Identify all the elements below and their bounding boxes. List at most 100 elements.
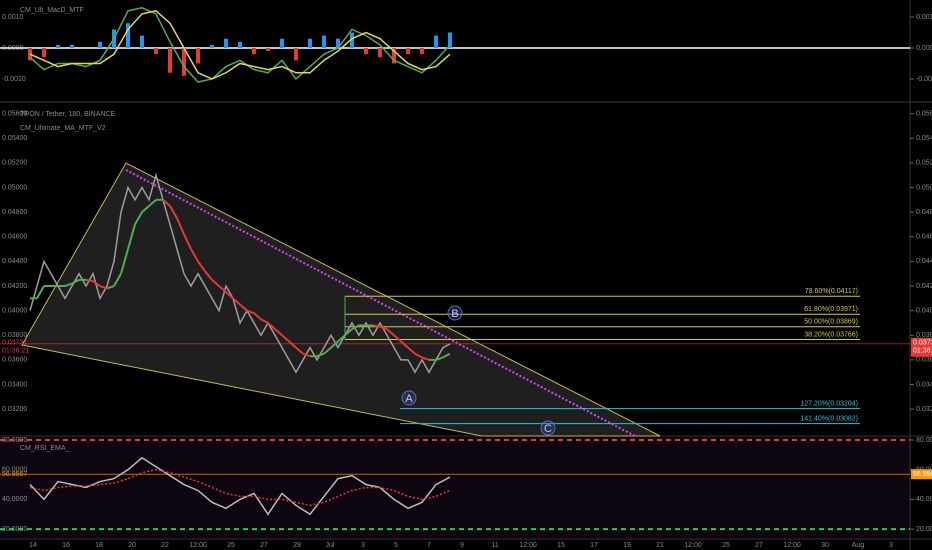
histogram-bar: [378, 47, 382, 58]
y-tick-label-left: 0.03400: [2, 381, 27, 388]
y-tick-label-left: 40.0000: [2, 496, 27, 503]
y-tick-label: 0.04200: [916, 283, 932, 290]
ma-segment: [253, 312, 262, 321]
last-price-box: [911, 337, 932, 357]
ma-segment: [239, 303, 248, 312]
countdown: 01:36:21: [913, 348, 932, 355]
ma-segment: [386, 328, 395, 337]
price-subtitle: CM_Ultimate_MA_MTF_V2: [20, 125, 106, 132]
y-tick-label-left: 80.0000: [2, 437, 27, 444]
y-tick-label: 0.0010: [916, 14, 932, 21]
y-tick-label-left: 0.03600: [2, 357, 27, 364]
fib-label: 141.40%(0.03082): [800, 416, 858, 423]
ma-segment: [183, 233, 192, 250]
series-line: [29, 6, 451, 83]
ma-segment: [204, 270, 213, 281]
series-line: [29, 172, 451, 374]
time-label: 12:00: [684, 542, 702, 549]
ma-segment: [141, 205, 150, 213]
ma-segment: [162, 199, 171, 207]
y-tick-label-left: 0.04800: [2, 209, 27, 216]
rsi-title: CM_RSI_EMA_: [20, 445, 70, 452]
histogram-bar: [420, 47, 424, 55]
time-label: 9: [460, 542, 464, 549]
histogram-bar: [168, 47, 172, 73]
histogram-bar: [336, 38, 340, 48]
ma-segment: [267, 322, 276, 330]
y-tick-label-left: 0.04600: [2, 234, 27, 241]
ma-segment: [106, 285, 115, 290]
time-label: 14: [29, 542, 37, 549]
histogram-bar: [56, 44, 60, 48]
ma-segment: [407, 346, 416, 355]
rsi-last-label: 56.9567: [913, 471, 932, 478]
y-tick-label: 0.05400: [916, 135, 932, 142]
last-price-label-left: 0.03731: [2, 340, 27, 347]
y-tick-label-left: 0.05000: [2, 184, 27, 191]
fib-label: 38.20%(0.03766): [804, 331, 858, 338]
y-tick-label: 0.04600: [916, 234, 932, 241]
ma-segment: [225, 291, 234, 300]
ma-segment: [232, 297, 241, 306]
y-tick-label-left: 0.04000: [2, 307, 27, 314]
fib-label: 78.60%(0.04117): [805, 288, 858, 295]
histogram-bar: [98, 41, 102, 48]
rsi-background: [0, 437, 910, 538]
histogram-bar: [70, 44, 74, 48]
histogram-bar: [266, 47, 270, 52]
price-title: TRON / Tether, 180, BINANCE: [20, 111, 116, 118]
time-label: 16: [62, 542, 70, 549]
histogram-bar: [182, 47, 186, 76]
y-tick-label: 0.05600: [916, 110, 932, 117]
ma-segment: [274, 328, 283, 337]
fib-label: 61.80%(0.03971): [804, 306, 858, 313]
ma-segment: [337, 334, 346, 343]
time-label: Aug: [852, 542, 865, 549]
ma-segment: [85, 278, 94, 283]
ma-segment: [211, 279, 220, 287]
ma-segment: [435, 356, 444, 361]
y-tick-label-left: 20.0000: [2, 526, 27, 533]
time-label: 7: [427, 542, 431, 549]
pattern-point: [540, 420, 556, 436]
pattern-point: [447, 305, 463, 321]
ma-segment: [218, 285, 227, 293]
countdown-left: 01:36:21: [2, 348, 29, 355]
y-tick-label-left: 0.03800: [2, 332, 27, 339]
y-tick-label: 20.0000: [916, 526, 932, 533]
ma-segment: [323, 346, 332, 355]
ma-segment: [400, 340, 409, 349]
y-tick-label-left: 0.04200: [2, 283, 27, 290]
ma-segment: [36, 285, 45, 299]
ma-segment: [442, 352, 451, 359]
pattern-label: C: [544, 423, 552, 435]
ma-segment: [190, 248, 199, 262]
time-label: 12:00: [189, 542, 207, 549]
rsi-last-box: [911, 469, 932, 480]
series-line: [29, 10, 451, 80]
ma-segment: [260, 318, 269, 324]
y-tick-label-left: 60.0000: [2, 467, 27, 474]
y-tick-label: 0.03800: [916, 332, 932, 339]
histogram-bar: [42, 47, 46, 58]
time-label: 30: [821, 542, 829, 549]
ma-segment: [316, 352, 325, 358]
ma-segment: [120, 248, 129, 274]
ma-segment: [393, 334, 402, 343]
triangle-pattern: [21, 162, 661, 437]
ma-segment: [169, 205, 178, 219]
y-tick-label-left: 0.05600: [2, 110, 27, 117]
y-tick-label: -0.0010: [916, 76, 932, 83]
histogram-bar: [350, 32, 354, 48]
time-label: 20: [128, 542, 136, 549]
ma-segment: [379, 325, 388, 331]
ma-segment: [288, 340, 297, 349]
histogram-bar: [364, 47, 368, 55]
y-tick-label: 0.04400: [916, 258, 932, 265]
pattern-label: A: [405, 393, 413, 405]
ma-segment: [421, 356, 430, 361]
time-label: 19: [623, 542, 631, 549]
time-label: 27: [755, 542, 763, 549]
y-tick-label-left: 0.03200: [2, 406, 27, 413]
